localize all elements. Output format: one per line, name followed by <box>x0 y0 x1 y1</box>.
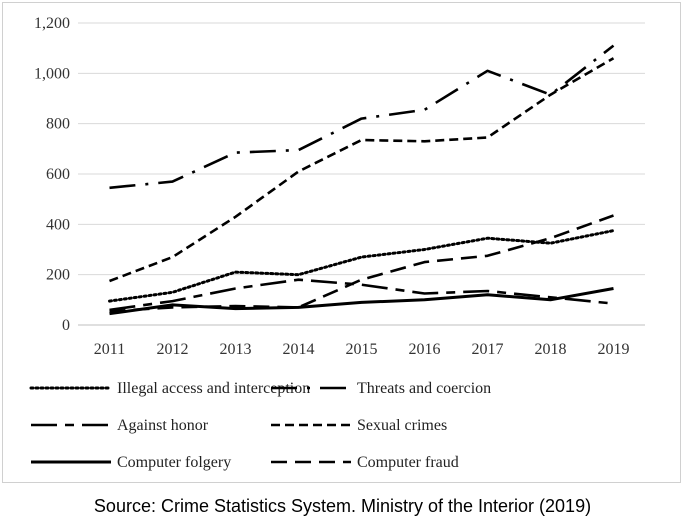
y-tick-label: 1,200 <box>34 15 70 32</box>
y-tick-label: 800 <box>46 116 70 133</box>
y-tick-label: 0 <box>62 317 70 334</box>
x-tick-label: 2019 <box>598 341 630 358</box>
x-tick-label: 2011 <box>94 341 125 358</box>
series-lines <box>108 44 615 316</box>
series-line-threats-and-coercion <box>109 44 615 190</box>
legend: Illegal access and interception Threats a… <box>29 380 491 471</box>
legend-label-computer-folgery: Computer folgery <box>117 454 231 471</box>
y-tick-label: 1,000 <box>34 65 70 82</box>
y-tick-label: 400 <box>46 216 70 233</box>
series-line-against-honor <box>109 278 614 312</box>
gridlines <box>78 22 645 276</box>
source-caption: Source: Crime Statistics System. Ministr… <box>93 496 592 516</box>
series-line-sexual-crimes <box>109 57 615 283</box>
y-tick-label: 600 <box>46 166 70 183</box>
x-tick-label: 2014 <box>283 341 315 358</box>
x-tick-label: 2017 <box>472 341 504 358</box>
series-line-computer-folgery <box>109 287 614 316</box>
x-tick-label: 2018 <box>535 341 567 358</box>
legend-label-illegal-access-and-interception: Illegal access and interception <box>117 380 310 397</box>
line-chart: 0 200 400 600 800 1,000 1,200 2011 2012 2013 2014 2… <box>29 15 645 471</box>
series-line-illegal-access-and-interception <box>108 229 615 303</box>
legend-label-computer-fraud: Computer fraud <box>357 454 459 471</box>
x-tick-label: 2013 <box>220 341 252 358</box>
series-line-computer-fraud <box>109 214 614 313</box>
legend-label-sexual-crimes: Sexual crimes <box>357 417 447 434</box>
y-tick-label: 200 <box>46 267 70 284</box>
legend-label-against-honor: Against honor <box>117 417 209 434</box>
x-tick-label: 2012 <box>157 341 189 358</box>
x-tick-label: 2015 <box>346 341 378 358</box>
chart-frame: 0 200 400 600 800 1,000 1,200 2011 2012 2013 2014 2… <box>2 2 681 483</box>
legend-label-threats-and-coercion: Threats and coercion <box>357 380 491 397</box>
axes: 0 200 400 600 800 1,000 1,200 2011 2012 2013 2014 2… <box>34 15 645 358</box>
x-tick-label: 2016 <box>409 341 441 358</box>
